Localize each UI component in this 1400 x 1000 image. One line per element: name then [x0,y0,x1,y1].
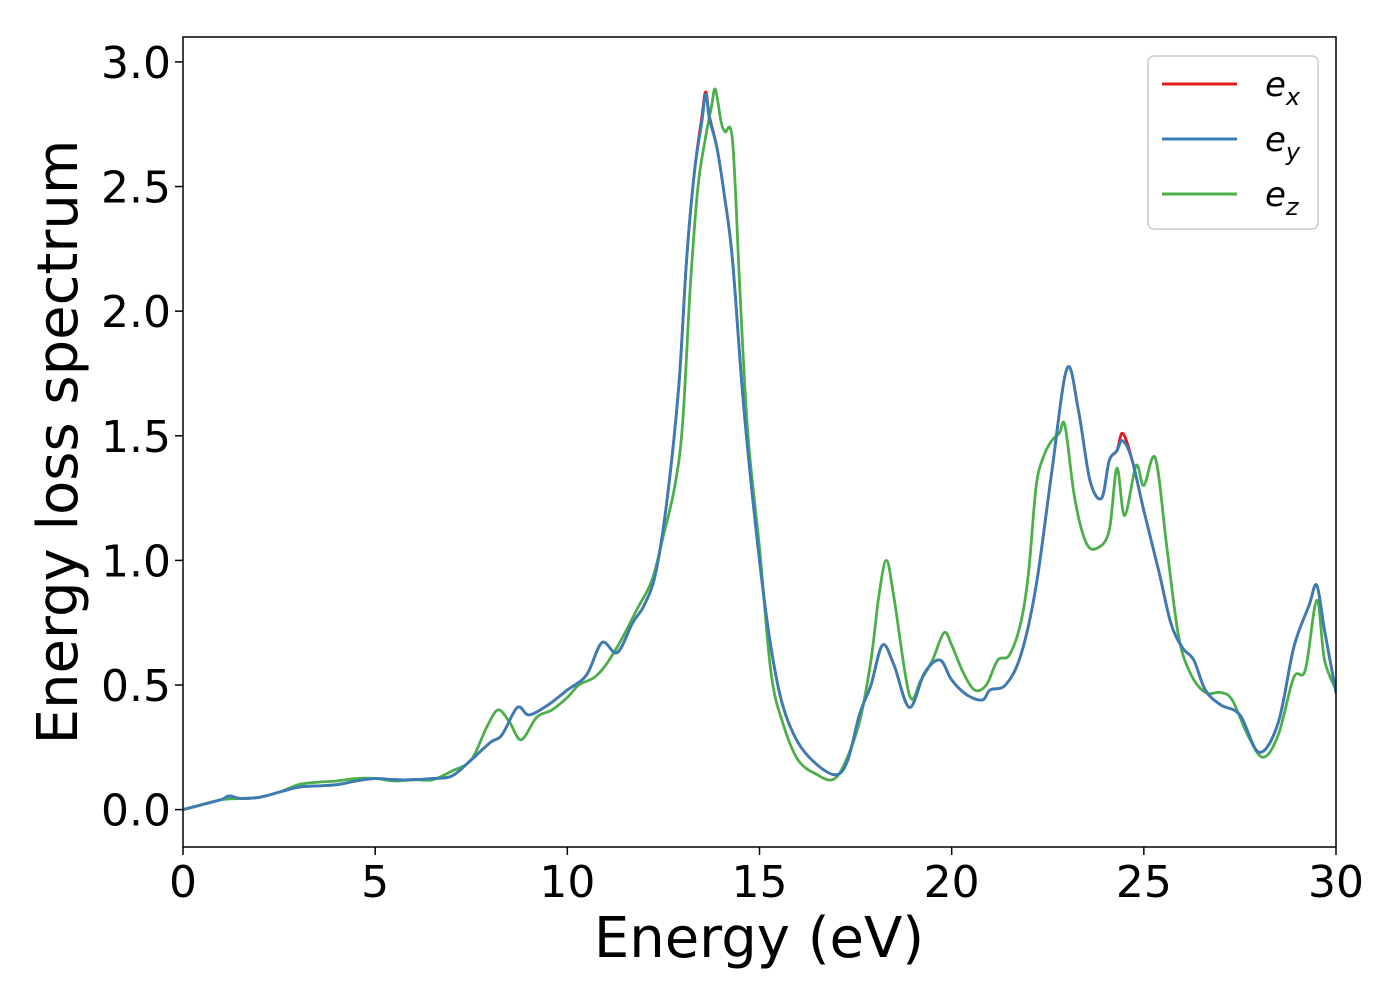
axes: 0 5 10 15 20 25 30 0.0 0.5 1.0 1.5 2.0 2.5 3.0 [101,38,1364,908]
x-tick-label: 5 [361,857,389,908]
y-tick-label: 2.5 [101,163,171,214]
series-lines [183,87,1336,811]
y-tick-label: 2.0 [101,287,171,338]
x-tick-label: 25 [1116,857,1172,908]
legend-label-base: e [1265,175,1286,215]
legend-box [1147,55,1319,230]
legend-label-subscript: y [1285,138,1301,166]
y-axis-label: Energy loss spectrum [26,140,91,745]
y-tick-label: 0.0 [101,786,171,837]
legend-label-base: e [1265,120,1286,160]
y-tick-label: 3.0 [101,38,171,89]
legend-label-ez: ez [1265,175,1300,221]
legend-label-ey: ey [1265,120,1301,166]
legend-label-base: e [1265,65,1286,105]
x-tick-label: 10 [539,857,595,908]
y-tick-label: 1.5 [101,412,171,463]
legend-label-subscript: z [1285,193,1300,221]
x-tick-label: 30 [1308,857,1364,908]
x-axis-label: Energy (eV) [594,906,924,971]
plot-frame [182,36,1337,848]
series-line-ey [183,92,1336,811]
x-tick-label: 20 [924,857,980,908]
x-tick-label: 15 [732,857,788,908]
y-tick-label: 1.0 [101,536,171,587]
y-tick-label: 0.5 [101,661,171,712]
legend-label-ex: ex [1265,65,1301,111]
series-line-ez [183,87,1336,811]
x-tick-label: 0 [169,857,197,908]
legend-label-subscript: x [1285,83,1301,111]
